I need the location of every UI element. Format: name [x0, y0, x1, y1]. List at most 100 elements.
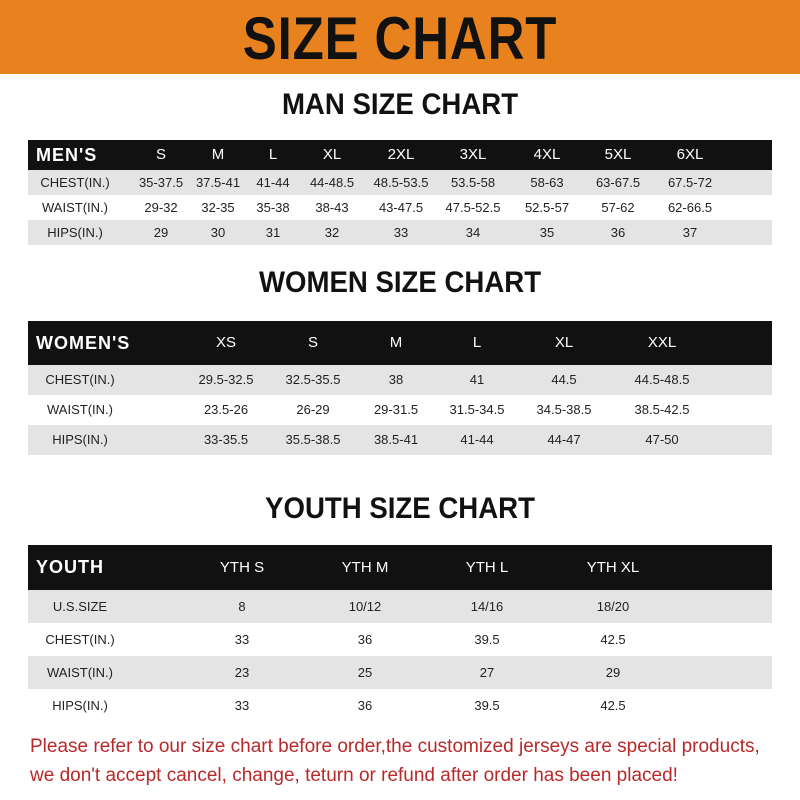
size-header: 6XL [676, 146, 704, 163]
row-label: CHEST(IN.) [40, 175, 110, 190]
measurement-cell: 29-32 [144, 200, 178, 215]
measurement-cell: 53.5-58 [450, 175, 496, 190]
men-section-title: MAN SIZE CHART [281, 88, 519, 121]
header-row: MEN'S S M L XL 2XL 3XL 4XL 5XL 6XL [28, 140, 772, 170]
measurement-cell: 31 [265, 225, 281, 240]
measurement-cell: 35-37.5 [138, 175, 184, 190]
row-label: HIPS(IN.) [47, 225, 103, 240]
measurement-cell: 29 [605, 665, 621, 680]
size-header: S [307, 334, 319, 351]
title-banner: SIZE CHART [0, 0, 800, 74]
measurement-cell: 8 [238, 599, 246, 614]
women-section-title: WOMEN SIZE CHART [258, 266, 542, 299]
measurement-cell: 38.5-41 [373, 432, 419, 447]
measurement-cell: 67.5-72 [667, 175, 713, 190]
measurement-cell: 57-62 [601, 200, 635, 215]
size-header: 2XL [387, 146, 415, 163]
row-label: WAIST(IN.) [47, 665, 113, 680]
measurement-cell: 31.5-34.5 [449, 402, 505, 417]
table-row: WAIST(IN.) 29-32 32-35 35-38 38-43 43-47.5 47.… [28, 195, 772, 220]
measurement-cell: 34 [465, 225, 481, 240]
size-header: M [389, 334, 403, 351]
measurement-cell: 36 [357, 632, 373, 647]
notice-line-2: we don't accept cancel, change, teturn o… [30, 765, 678, 786]
measurement-cell: 33-35.5 [203, 432, 249, 447]
measurement-cell: 32-35 [201, 200, 235, 215]
measurement-cell: 41-44 [460, 432, 494, 447]
measurement-cell: 10/12 [348, 599, 382, 614]
women-size-table: WOMEN'S XS S M L XL XXL CHEST(IN.) 29.5-32.5 32.5… [28, 321, 772, 455]
measurement-cell: 33 [234, 632, 250, 647]
measurement-cell: 23 [234, 665, 250, 680]
table-row: HIPS(IN.) 29 30 31 32 33 34 35 36 37 [28, 220, 772, 245]
measurement-cell: 35.5-38.5 [285, 432, 341, 447]
measurement-cell: 47-50 [645, 432, 679, 447]
size-header: 4XL [533, 146, 561, 163]
measurement-cell: 36 [357, 698, 373, 713]
measurement-cell: 33 [393, 225, 409, 240]
table-row: U.S.SIZE 8 10/12 14/16 18/20 [28, 590, 772, 623]
header-row: YOUTH YTH S YTH M YTH L YTH XL [28, 545, 772, 590]
measurement-cell: 37 [682, 225, 698, 240]
row-label: CHEST(IN.) [45, 632, 115, 647]
measurement-cell: 41 [469, 372, 485, 387]
size-header: M [211, 146, 225, 163]
size-header: YTH M [341, 559, 389, 576]
measurement-cell: 29.5-32.5 [198, 372, 254, 387]
men-size-table: MEN'S S M L XL 2XL 3XL 4XL 5XL 6XL CHEST(IN.) 35-37… [28, 140, 772, 245]
table-row: CHEST(IN.) 29.5-32.5 32.5-35.5 38 41 44.5 44.5… [28, 365, 772, 395]
size-header: XXL [647, 334, 677, 351]
size-header: L [472, 334, 482, 351]
measurement-cell: 36 [610, 225, 626, 240]
measurement-cell: 34.5-38.5 [536, 402, 592, 417]
measurement-cell: 25 [357, 665, 373, 680]
youth-section-title: YOUTH SIZE CHART [265, 492, 535, 525]
measurement-cell: 32 [324, 225, 340, 240]
table-row: WAIST(IN.) 23 25 27 29 [28, 656, 772, 689]
measurement-cell: 63-67.5 [595, 175, 641, 190]
notice-line-1: Please refer to our size chart before or… [30, 736, 760, 757]
size-header: YTH XL [586, 559, 640, 576]
measurement-cell: 27 [479, 665, 495, 680]
measurement-cell: 52.5-57 [524, 200, 570, 215]
row-label: WAIST(IN.) [47, 402, 113, 417]
measurement-cell: 43-47.5 [378, 200, 424, 215]
table-row: HIPS(IN.) 33 36 39.5 42.5 [28, 689, 772, 722]
measurement-cell: 26-29 [296, 402, 330, 417]
measurement-cell: 18/20 [596, 599, 630, 614]
measurement-cell: 39.5 [474, 698, 500, 713]
measurement-cell: 37.5-41 [195, 175, 241, 190]
measurement-cell: 62-66.5 [667, 200, 713, 215]
measurement-cell: 38-43 [315, 200, 349, 215]
measurement-cell: 38.5-42.5 [634, 402, 690, 417]
header-row: WOMEN'S XS S M L XL XXL [28, 321, 772, 365]
measurement-cell: 32.5-35.5 [285, 372, 341, 387]
measurement-cell: 29 [153, 225, 169, 240]
measurement-cell: 14/16 [470, 599, 504, 614]
measurement-cell: 39.5 [474, 632, 500, 647]
measurement-cell: 41-44 [256, 175, 290, 190]
measurement-cell: 35-38 [256, 200, 290, 215]
size-header: YTH S [219, 559, 265, 576]
measurement-cell: 48.5-53.5 [373, 175, 429, 190]
measurement-cell: 23.5-26 [203, 402, 249, 417]
measurement-cell: 42.5 [600, 632, 626, 647]
table-title-cell: MEN'S [36, 145, 98, 165]
measurement-cell: 35 [539, 225, 555, 240]
measurement-cell: 44-48.5 [309, 175, 355, 190]
size-header: 5XL [604, 146, 632, 163]
measurement-cell: 42.5 [600, 698, 626, 713]
measurement-cell: 44-47 [547, 432, 581, 447]
measurement-cell: 29-31.5 [373, 402, 419, 417]
table-row: HIPS(IN.) 33-35.5 35.5-38.5 38.5-41 41-44 44-… [28, 425, 772, 455]
size-header: XS [215, 334, 237, 351]
table-title-cell: YOUTH [36, 557, 104, 577]
row-label: HIPS(IN.) [52, 698, 108, 713]
youth-size-table: YOUTH YTH S YTH M YTH L YTH XL U.S.SIZE 8 10/12… [28, 545, 772, 722]
table-title-cell: WOMEN'S [36, 333, 131, 353]
size-header: S [155, 146, 167, 163]
measurement-cell: 33 [234, 698, 250, 713]
row-label: WAIST(IN.) [42, 200, 108, 215]
measurement-cell: 58-63 [530, 175, 564, 190]
table-row: CHEST(IN.) 33 36 39.5 42.5 [28, 623, 772, 656]
